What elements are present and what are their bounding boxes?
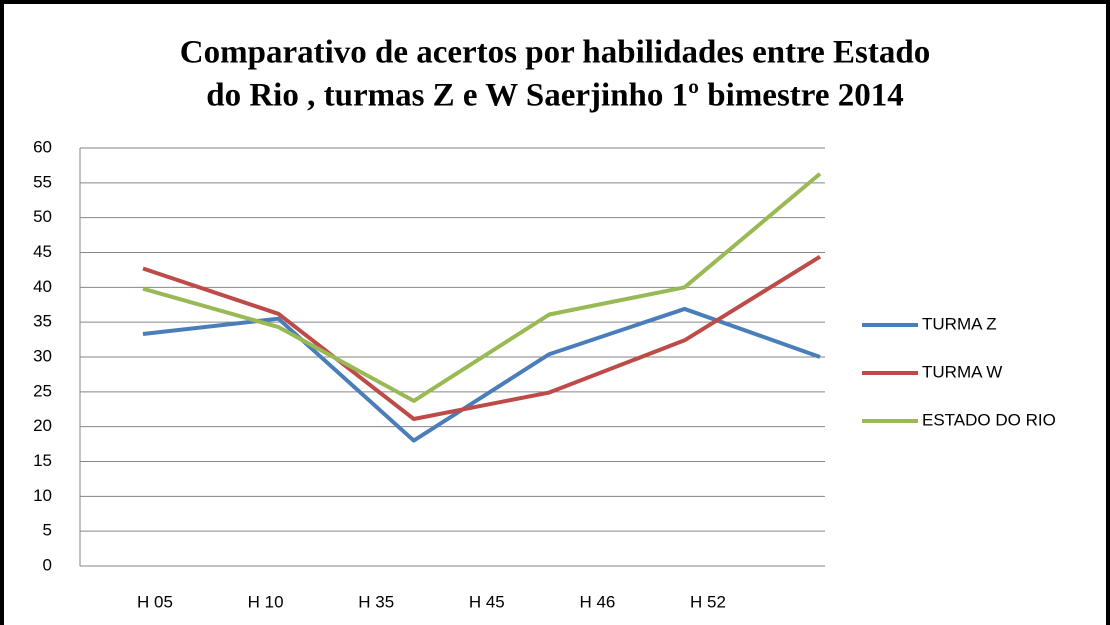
chart-title: do Rio , turmas Z e W Saerjinho 1º bimes… [206,78,903,114]
y-tick-label: 0 [43,555,52,574]
x-tick-label: H 05 [137,592,173,611]
legend-label: ESTADO DO RIO [922,410,1056,429]
chart-title: Comparativo de acertos por habilidades e… [180,35,930,71]
y-tick-label: 35 [33,312,52,331]
y-tick-label: 45 [33,242,52,261]
y-tick-label: 40 [33,277,52,296]
x-tick-label: H 45 [469,592,505,611]
x-tick-label: H 52 [690,592,726,611]
x-tick-label: H 35 [358,592,394,611]
y-tick-label: 25 [33,381,52,400]
x-tick-label: H 10 [248,592,284,611]
y-tick-label: 30 [33,346,52,365]
legend-label: TURMA W [922,362,1002,381]
y-tick-label: 10 [33,486,52,505]
y-tick-label: 20 [33,416,52,435]
y-tick-label: 15 [33,451,52,470]
series-line [142,306,821,443]
y-tick-label: 55 [33,172,52,191]
series-line [142,172,822,403]
series-line [142,254,822,422]
legend-label: TURMA Z [922,314,997,333]
y-tick-label: 50 [33,207,52,226]
x-tick-label: H 46 [579,592,615,611]
y-tick-label: 60 [33,137,52,156]
y-tick-label: 5 [43,521,52,540]
